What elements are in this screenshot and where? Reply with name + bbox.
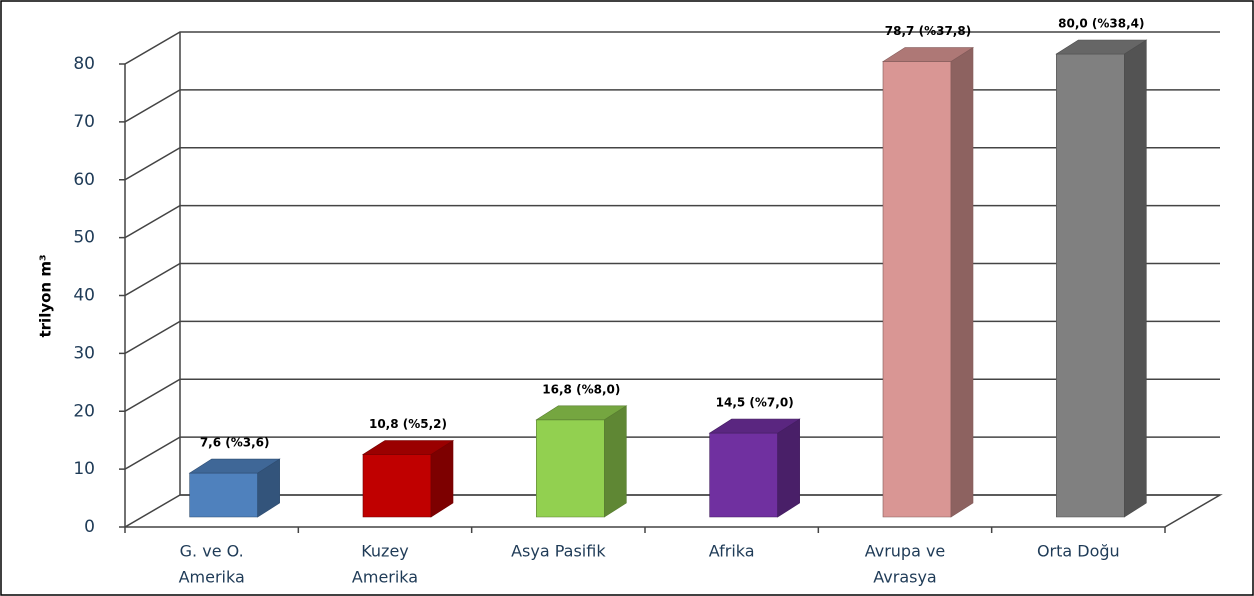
bar-front [882,61,952,518]
y-axis-title: trilyon m³ [37,254,55,337]
data-label: 10,8 (%5,2) [369,417,447,431]
bar-front [1056,53,1125,518]
x-tick-label: Amerika [179,568,245,587]
bar [881,46,975,518]
bar-top [535,405,628,421]
bar-side [950,46,974,518]
bar-front [189,472,258,518]
y-tick-label: 80 [73,54,95,74]
y-tick-label: 40 [73,286,95,306]
y-tick-label: 70 [73,112,95,132]
bar-side [777,418,800,518]
x-tick-label: Asya Pasifik [511,542,606,561]
grid-line [124,204,1220,239]
bar-top [881,47,975,62]
bar-side [1124,39,1147,518]
data-label: 16,8 (%8,0) [542,382,620,396]
data-label: 14,5 (%7,0) [716,396,794,410]
bar-front [536,419,605,518]
bar-front [709,432,778,518]
y-tick-label: 50 [73,228,95,248]
bar [361,439,455,518]
y-tick-label: 30 [73,343,95,363]
x-tick-label: Kuzey [361,542,409,561]
bar-front [362,454,432,518]
bar-top [708,418,801,434]
y-tick-label: 60 [73,170,95,190]
x-tick-label: G. ve O. [180,542,244,561]
bar-side [604,405,627,518]
x-tick-label: Orta Doğu [1037,542,1120,561]
grid-line [124,262,1220,297]
y-tick-label: 0 [84,517,95,537]
grid-line [124,320,1220,355]
grid-line [124,436,1220,470]
grid-line [124,147,1220,181]
bar [708,418,801,518]
x-tick-label: Avrupa ve [865,542,946,561]
bar [188,458,281,518]
y-tick-label: 20 [73,401,95,421]
bar [535,405,628,518]
grid-line [124,31,1220,65]
grid-line [124,89,1220,123]
grid-line [124,494,1220,528]
bar-top [188,458,281,474]
bar-top [361,440,455,455]
bar-top [1055,39,1148,55]
x-tick-label: Amerika [352,568,418,587]
data-label: 80,0 (%38,4) [1058,17,1144,31]
y-tick-label: 10 [73,459,95,479]
data-label: 7,6 (%3,6) [200,436,270,450]
data-label: 78,7 (%37,8) [885,24,971,38]
x-tick-label: Avrasya [873,568,936,587]
grid-line [124,378,1220,412]
bar [1055,39,1148,518]
x-tick-label: Afrika [709,542,755,561]
